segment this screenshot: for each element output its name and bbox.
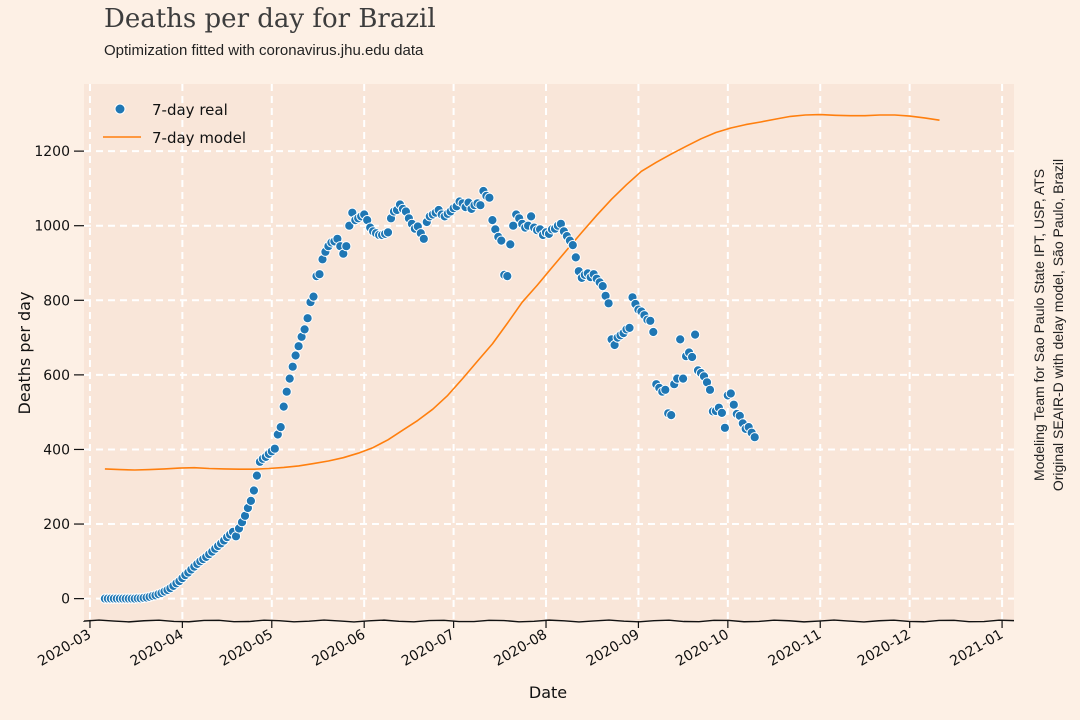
data-point [302,313,313,324]
data-point [341,241,352,252]
data-point [487,215,498,226]
data-point [287,361,298,372]
data-point [284,373,295,384]
y-tick-label: 1000 [34,219,70,235]
data-point [245,495,256,506]
data-point [678,373,689,384]
data-point [269,443,280,454]
data-point [293,341,304,352]
data-point [603,298,614,309]
data-point [660,384,671,395]
data-point [290,350,301,361]
data-point [496,235,507,246]
y-tick-label: 200 [43,517,70,533]
data-point [645,315,656,326]
x-axis-line [83,619,1015,623]
data-point [314,269,325,280]
chart-title: Deaths per day for Brazil [104,4,436,34]
legend-label-model: 7-day model [152,129,246,147]
data-point [624,322,635,333]
model-series [104,113,940,471]
data-point [687,351,698,363]
data-point [281,386,292,397]
data-point [648,326,659,338]
x-tick-label: 2020-10 [673,627,732,670]
x-tick-label: 2020-07 [399,627,458,670]
data-point [719,422,731,433]
data-point [675,334,686,345]
data-point [728,399,739,410]
data-point [382,227,394,238]
data-point [716,407,728,418]
data-point [475,200,486,211]
data-point [526,211,537,222]
grid [84,84,1014,621]
x-axis: 2020-03 2020-04 2020-05 2020-06 2020-07 2020-… [35,619,1015,670]
data-point [749,432,760,443]
x-tick-label: 2020-08 [491,627,550,670]
y-axis-label: Deaths per day [15,292,34,415]
x-tick-label: 2020-06 [310,627,369,670]
y-tick-label: 0 [61,592,70,608]
data-point [275,422,286,433]
x-tick-label: 2020-05 [217,627,276,670]
x-tick-label: 2020-12 [855,627,914,670]
data-point [570,252,581,263]
data-point [278,401,289,412]
data-point [308,291,319,302]
data-point [704,384,716,395]
data-point [725,388,736,399]
legend: 7-day real 7-day model [103,101,246,147]
data-point [484,192,495,203]
data-point [299,324,310,335]
data-point [248,485,259,496]
data-point [251,470,262,481]
real-series [99,185,760,604]
data-point [505,239,516,250]
x-tick-label: 2021-01 [947,627,1006,670]
y-axis: 0 200 400 600 800 1000 1200 [34,144,84,608]
x-tick-label: 2020-04 [128,627,187,670]
y-tick-label: 800 [43,293,70,309]
y-tick-label: 600 [43,368,70,384]
data-point [666,410,677,421]
data-point [690,329,701,340]
x-tick-label: 2020-03 [35,627,94,670]
x-tick-label: 2020-09 [584,627,643,670]
data-point [567,240,578,251]
data-point [418,233,429,244]
y-tick-label: 400 [43,442,70,458]
x-tick-label: 2020-11 [766,627,825,670]
y-tick-label: 1200 [34,144,70,160]
data-point [597,281,608,292]
legend-marker-real [114,103,126,115]
legend-label-real: 7-day real [152,101,228,119]
chart-subtitle: Optimization fitted with coronavirus.jhu… [104,42,424,59]
x-axis-label: Date [529,683,567,702]
data-point [502,271,513,282]
model-line [104,113,940,471]
